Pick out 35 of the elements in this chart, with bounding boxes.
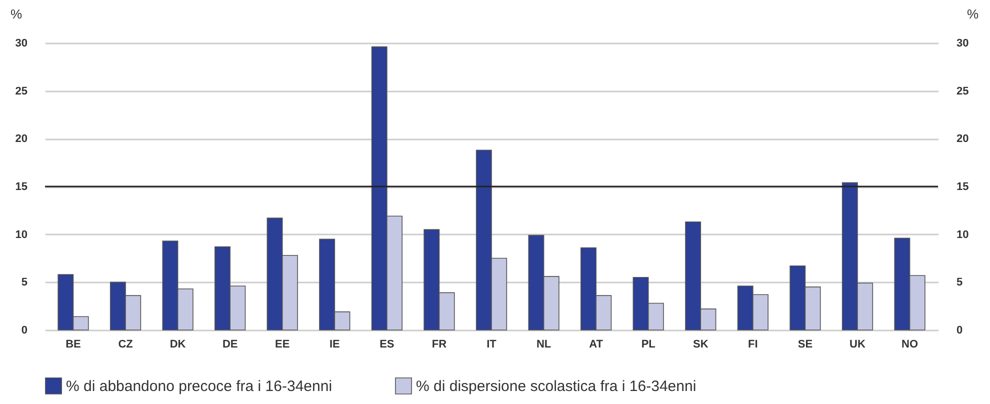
y-tick-label: 20 [15, 133, 28, 146]
y-axis-title: % [10, 6, 22, 22]
x-tick-label: AT [589, 338, 604, 350]
x-tick-label: FI [748, 338, 758, 350]
x-tick-label: BE [66, 338, 81, 350]
y-tick-label: 0 [21, 324, 28, 336]
x-tick-label: PL [641, 338, 656, 350]
x-tick-label: CZ [118, 338, 134, 350]
x-tick-label: DK [170, 338, 186, 350]
y2-axis-title: % [966, 6, 979, 22]
x-tick-label: NL [536, 338, 552, 350]
y-tick-label: 15 [15, 181, 28, 193]
x-tick-label: DE [222, 338, 238, 350]
y2-tick-label: 10 [956, 228, 969, 241]
x-tick-label: NO [902, 338, 918, 350]
x-tick-label: EE [275, 338, 290, 350]
x-tick-label: UK [850, 338, 866, 350]
y2-tick-label: 30 [956, 38, 969, 50]
y-tick-label: 25 [15, 85, 28, 98]
x-tick-label: IT [486, 338, 497, 350]
y2-tick-label: 15 [956, 181, 969, 193]
x-tick-label: SE [798, 338, 813, 350]
legend-label: % di abbandono precoce fra i 16-34enni [66, 378, 332, 395]
y-tick-label: 5 [21, 276, 28, 289]
y-tick-label: 10 [15, 228, 28, 241]
x-tick-label: IE [329, 338, 340, 350]
y-tick-label: 30 [15, 38, 28, 50]
legend-label: % di dispersione scolastica fra i 16-34enni [416, 378, 696, 395]
x-tick-label: ES [380, 338, 394, 350]
y2-tick-label: 0 [956, 324, 963, 336]
x-tick-label: SK [692, 338, 708, 350]
y2-tick-label: 25 [956, 85, 969, 98]
x-tick-label: FR [432, 338, 447, 350]
y2-tick-label: 20 [956, 133, 969, 146]
y2-tick-label: 5 [956, 276, 963, 289]
